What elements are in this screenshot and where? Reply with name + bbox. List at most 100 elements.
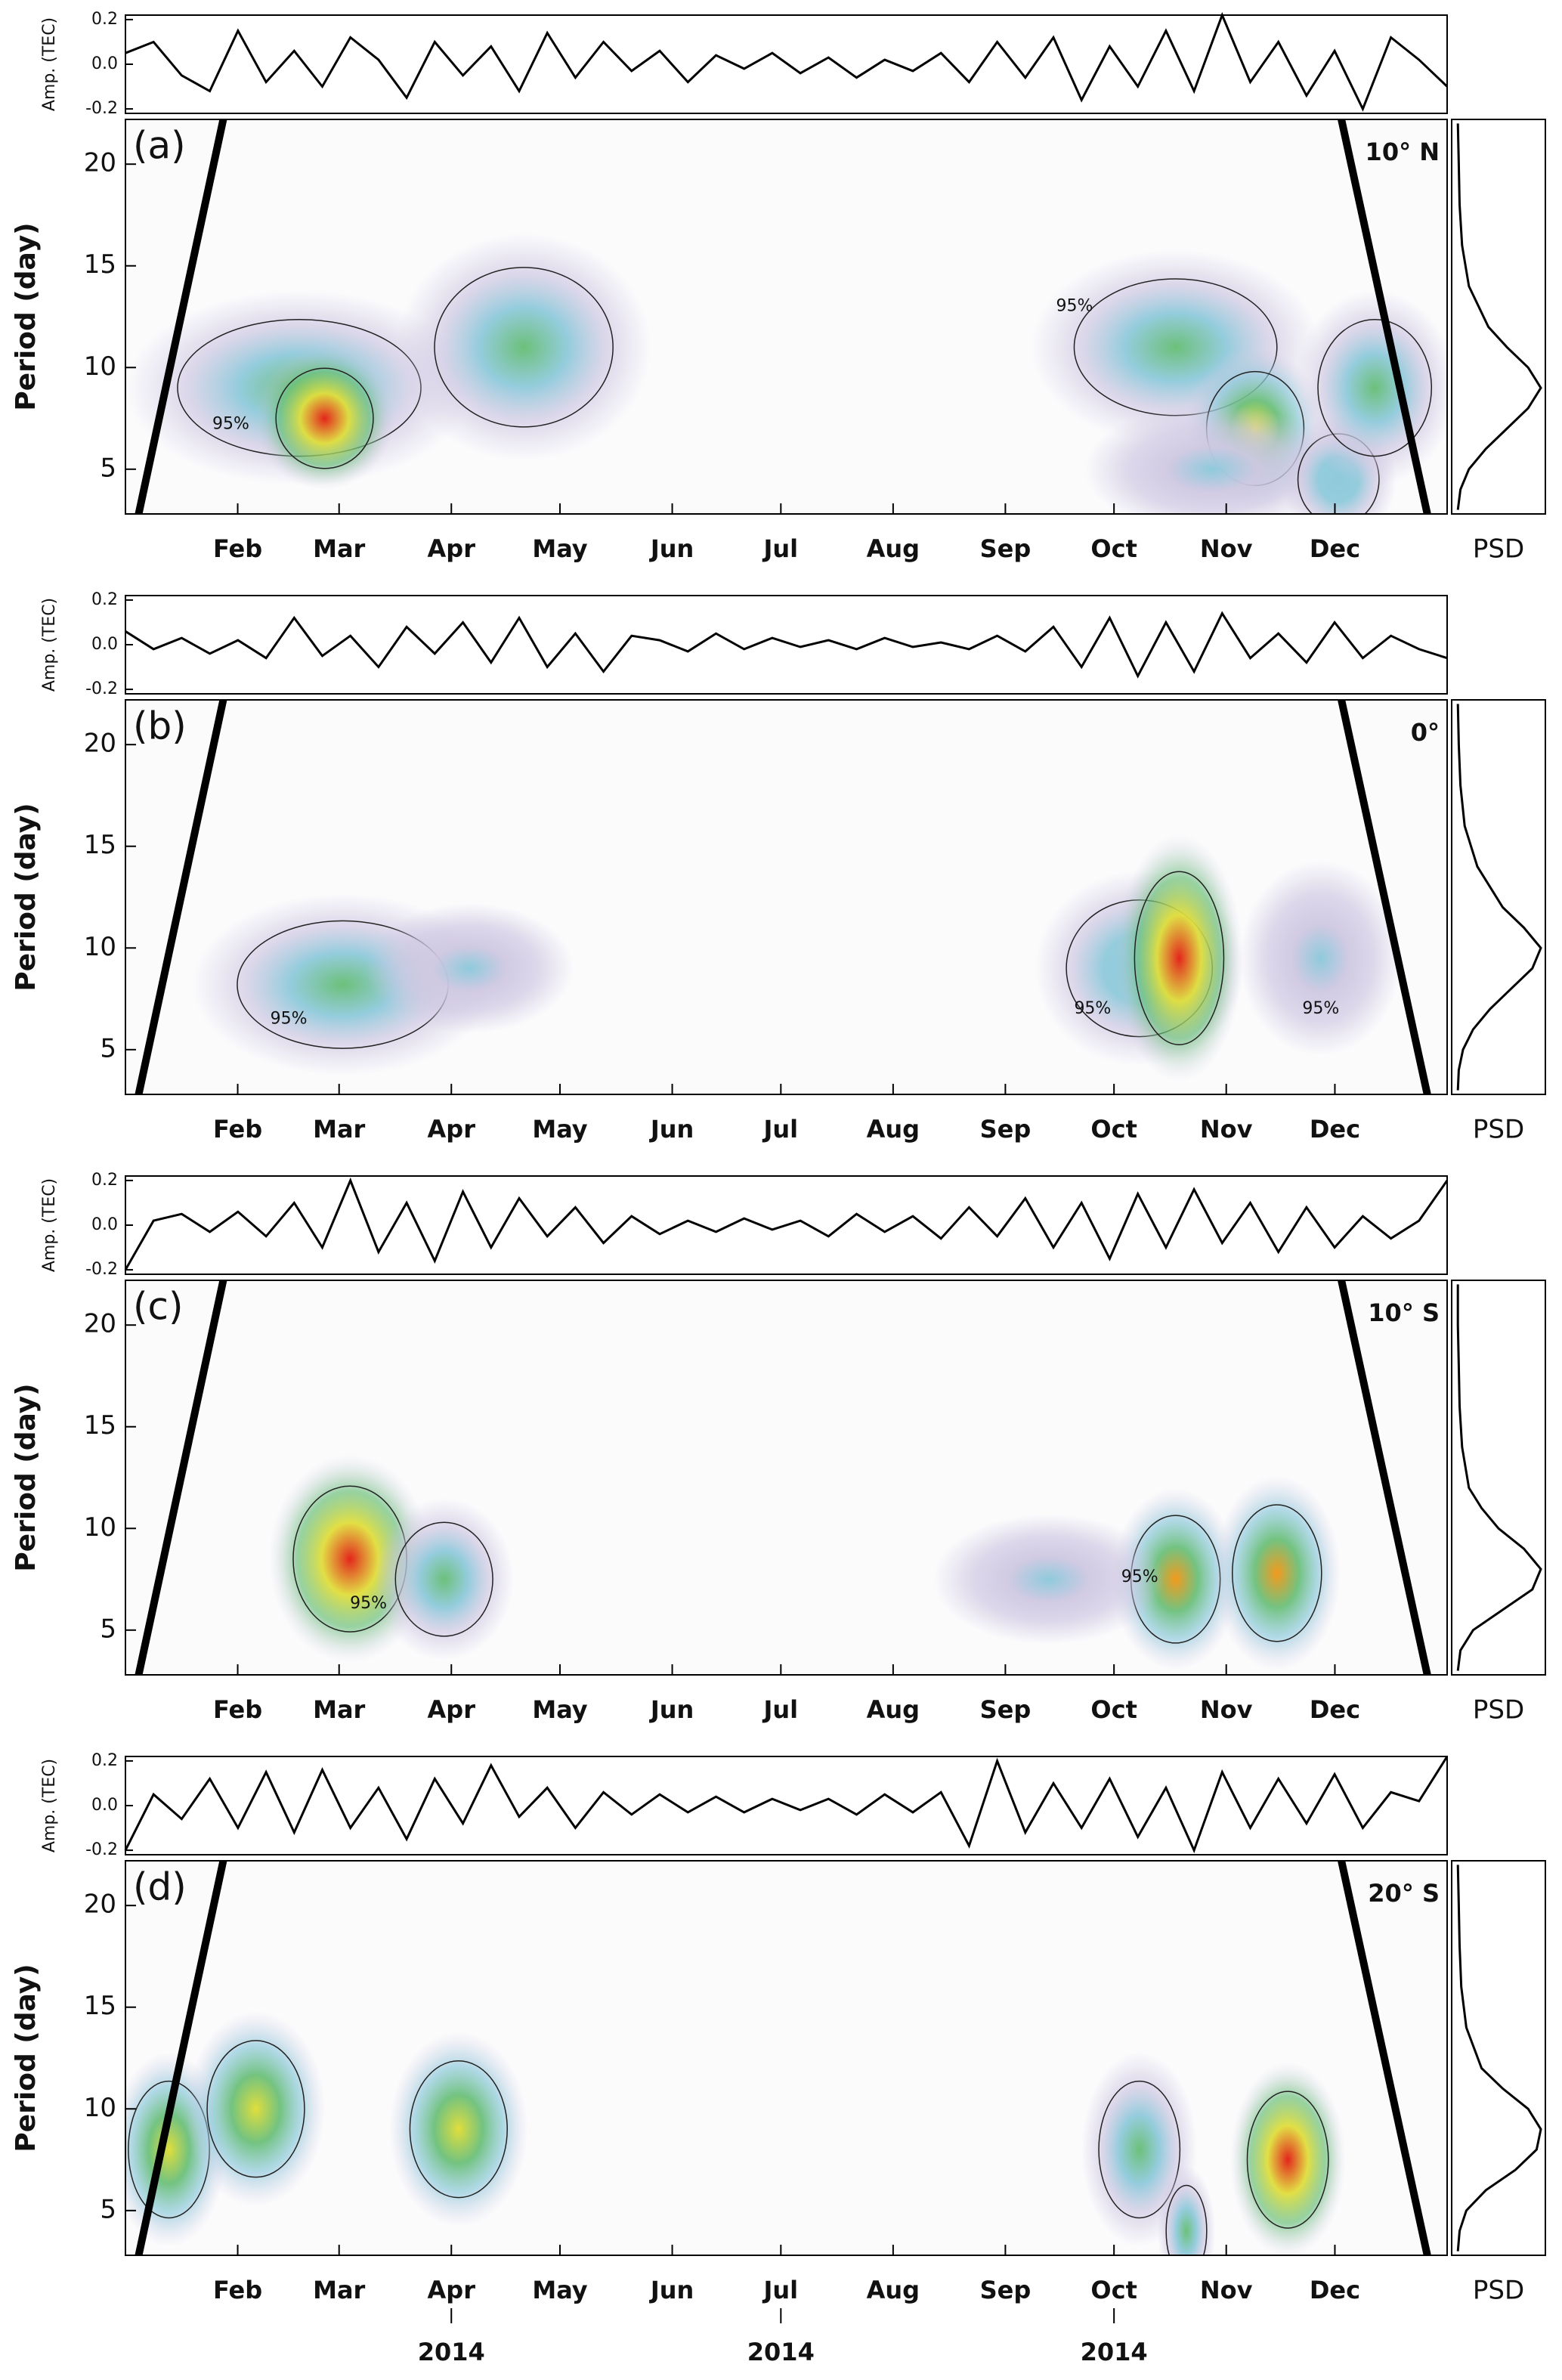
y-axis-label: Period (day)	[11, 1383, 42, 1571]
x-tick-label: Apr	[428, 1115, 476, 1144]
y-tick-label: 15	[84, 249, 116, 280]
amp-tick-label: 0.0	[91, 54, 118, 73]
plot-frame	[125, 119, 1448, 515]
power-hotspot	[396, 233, 651, 462]
panel-label: (c)	[133, 1285, 184, 1329]
x-tick-label: Mar	[313, 534, 365, 563]
x-tick-label: Jul	[762, 2276, 798, 2304]
x-tick-label: Aug	[867, 534, 920, 563]
contour-label: 95%	[1302, 999, 1339, 1018]
x-tick-label: Sep	[980, 2276, 1032, 2304]
x-tick-label: Jul	[762, 534, 798, 563]
power-hotspot	[186, 2011, 326, 2207]
panel-label: (b)	[133, 704, 187, 748]
amp-tick-label: 0.2	[91, 1171, 118, 1190]
y-tick-label: 5	[100, 1614, 116, 1644]
contour-95	[1165, 2184, 1208, 2255]
psd-frame	[1451, 1860, 1546, 2256]
coi-left	[135, 700, 227, 1094]
contour-label: 95%	[212, 415, 249, 434]
plot-frame	[125, 1860, 1448, 2256]
panel-label: (a)	[133, 124, 186, 168]
y-tick-label: 5	[100, 2194, 116, 2224]
y-axis-label: Period (day)	[11, 803, 42, 991]
x-tick-label: Feb	[213, 1695, 262, 1724]
contour-label: 95%	[271, 1009, 308, 1028]
x-tick-label: Feb	[213, 2276, 262, 2304]
psd-label: PSD	[1473, 534, 1524, 565]
power-hotspot	[1157, 2165, 1216, 2255]
year-label: 2014	[418, 2338, 485, 2366]
x-tick-label: Aug	[867, 1115, 920, 1144]
power-hotspot	[388, 2032, 528, 2227]
plot-bg	[125, 1861, 1447, 2255]
y-tick-label: 15	[84, 1991, 116, 2021]
contour-95	[434, 267, 614, 428]
coi-right	[1338, 700, 1431, 1094]
contour-95	[1098, 2080, 1181, 2219]
coi-right	[1338, 119, 1431, 514]
x-tick-label: Apr	[428, 2276, 476, 2304]
y-tick-label: 10	[84, 2093, 116, 2123]
plot-frame	[125, 1280, 1448, 1676]
psd-frame	[1451, 119, 1546, 515]
amp-tick-label: -0.2	[85, 679, 118, 698]
x-tick-label: May	[532, 1695, 587, 1724]
amp-tick-label: 0.0	[91, 1796, 118, 1815]
x-tick-label: Jun	[649, 1695, 694, 1724]
amp-tick-label: 0.2	[91, 590, 118, 609]
x-tick-label: Nov	[1200, 534, 1253, 563]
x-tick-label: Nov	[1200, 1695, 1253, 1724]
x-tick-label: Mar	[313, 1695, 365, 1724]
x-tick-label: Apr	[428, 534, 476, 563]
y-tick-label: 20	[84, 1889, 116, 1920]
amp-frame	[125, 595, 1448, 695]
x-tick-label: Apr	[428, 1695, 476, 1724]
coi-left	[135, 119, 227, 514]
contour-label: 95%	[350, 1594, 387, 1613]
psd-label: PSD	[1473, 2276, 1524, 2306]
y-tick-label: 15	[84, 1410, 116, 1441]
y-axis-label: Period (day)	[11, 1964, 42, 2152]
psd-frame	[1451, 1280, 1546, 1676]
amp-axis-label: Amp. (TEC)	[40, 17, 59, 111]
heatmap: 95% 95%	[135, 1280, 1431, 1675]
power-hotspot	[1084, 404, 1340, 514]
y-tick-label: 10	[84, 1512, 116, 1543]
region-label: 10° S	[1368, 1298, 1440, 1327]
amp-tick-label: 0.2	[91, 10, 118, 29]
x-tick-label: Aug	[867, 1695, 920, 1724]
contour-label: 95%	[1074, 999, 1111, 1018]
psd-curve	[1456, 1284, 1542, 1671]
x-tick-label: Dec	[1310, 2276, 1360, 2304]
x-tick-label: May	[532, 1115, 587, 1144]
x-tick-label: Mar	[313, 1115, 365, 1144]
x-tick-label: Feb	[213, 1115, 262, 1144]
coi-left	[135, 1280, 227, 1675]
psd-curve	[1456, 1865, 1542, 2252]
x-tick-label: Jun	[649, 1115, 694, 1144]
heatmap: 95% 95%	[125, 119, 1447, 514]
y-tick-label: 15	[84, 830, 116, 860]
psd-label: PSD	[1473, 1695, 1524, 1725]
power-hotspot	[933, 1514, 1165, 1645]
x-tick-label: Aug	[867, 2276, 920, 2304]
x-tick-label: Oct	[1090, 534, 1137, 563]
x-tick-label: May	[532, 2276, 587, 2304]
x-tick-label: Mar	[313, 2276, 365, 2304]
heatmap: 95% 95% 95%	[135, 700, 1431, 1094]
x-tick-label: Sep	[980, 1115, 1032, 1144]
psd-frame	[1451, 699, 1546, 1095]
y-tick-label: 10	[84, 932, 116, 962]
contour-label: 95%	[1056, 297, 1093, 316]
amp-tick-label: -0.2	[85, 99, 118, 118]
amp-tick-label: -0.2	[85, 1260, 118, 1279]
amp-tick-label: -0.2	[85, 1840, 118, 1859]
coi-right	[1338, 1861, 1431, 2255]
y-tick-label: 20	[84, 729, 116, 759]
x-tick-label: Jun	[649, 2276, 694, 2304]
power-hotspot	[365, 903, 574, 1034]
y-tick-label: 10	[84, 351, 116, 382]
amp-series	[125, 11, 1449, 112]
